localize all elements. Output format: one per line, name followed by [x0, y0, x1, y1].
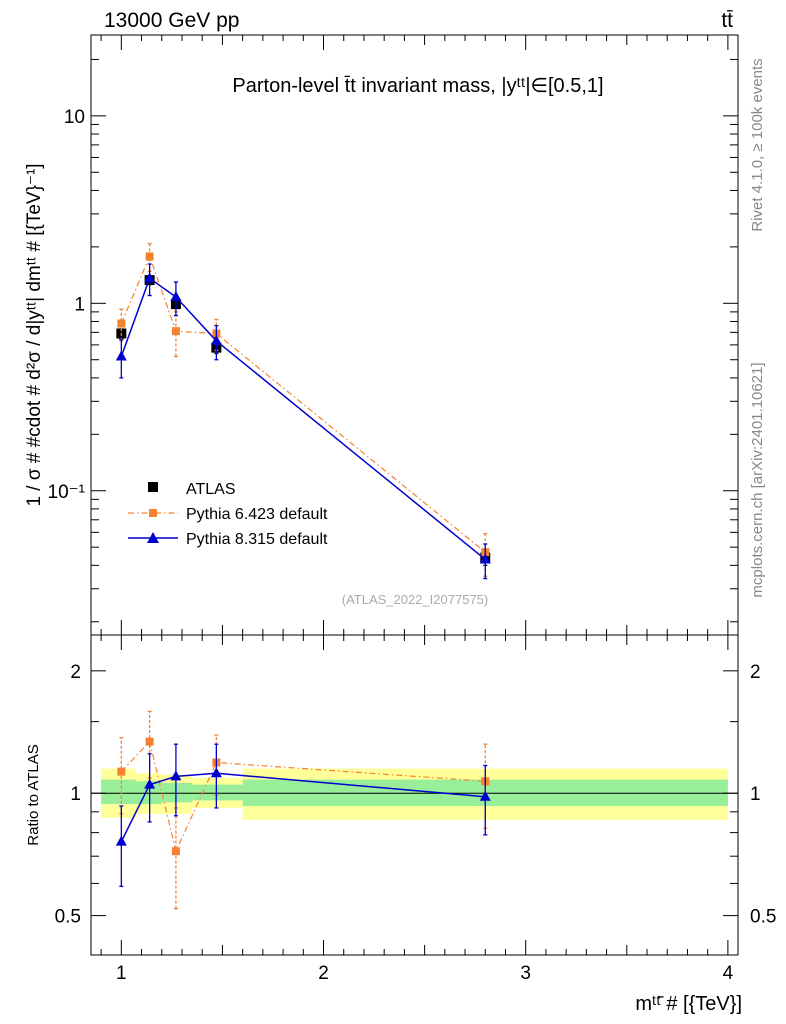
- main-point: [115, 350, 127, 361]
- main-point: [145, 252, 154, 261]
- ratio-point: [479, 790, 491, 801]
- ratio-y-tick-label: 0.5: [55, 907, 81, 928]
- ratio-series-pythia-8-315-default: [115, 743, 491, 888]
- ratio-band-stat: [192, 784, 243, 801]
- ratio-y-axis-label: Ratio to ATLAS: [25, 744, 42, 845]
- main-point: [479, 553, 491, 564]
- ratio-y-tick-label: 2: [70, 662, 81, 683]
- ratio-y-tick-label-right: 2: [750, 662, 761, 683]
- ratio-point: [145, 737, 154, 746]
- main-series-pythia-8-315-default: [115, 263, 491, 580]
- rivet-version-label: Rivet 4.1.0, ≥ 100k events: [749, 58, 766, 231]
- legend-marker-atlas: [148, 482, 158, 492]
- main-series-pythia-6-423-default: [117, 243, 490, 577]
- main-y-tick-label: 1: [74, 294, 85, 315]
- main-y-tick-label: 10⁻¹: [48, 482, 86, 503]
- energy-label: 13000 GeV pp: [104, 9, 239, 32]
- main-point: [171, 327, 180, 336]
- main-y-tick-label: 10: [64, 107, 85, 128]
- ratio-point: [144, 778, 156, 789]
- ratio-y-tick-label-right: 0.5: [750, 907, 776, 928]
- main-point: [210, 334, 222, 345]
- ratio-series: [115, 710, 491, 910]
- x-axis-label: mᵗᵗ̄ # [{TeV}]: [635, 993, 742, 1015]
- legend-label-atlas: ATLAS: [186, 481, 236, 498]
- main-series: [115, 243, 491, 580]
- mcplots-label: mcplots.cern.ch [arXiv:2401.10621]: [749, 362, 766, 597]
- process-label: tt̄: [721, 9, 733, 32]
- chart-title: Parton-level t̄t invariant mass, |yᵗᵗ|∈[…: [232, 75, 603, 97]
- legend-marker-pythia6: [149, 509, 157, 517]
- ratio-band-stat: [161, 782, 193, 803]
- analysis-watermark: (ATLAS_2022_I2077575): [342, 592, 488, 607]
- x-tick-label: 1: [116, 963, 127, 984]
- main-y-axis-label: 1 / σ # #cdot # d²σ / d|yᵗᵗ| dmᵗᵗ # [{Te…: [24, 163, 45, 506]
- ratio-y-tick-label-right: 1: [750, 784, 761, 805]
- legend-label-pythia8: Pythia 8.315 default: [186, 531, 328, 548]
- ratio-plot-frame: [90, 634, 739, 956]
- main-point: [170, 291, 182, 302]
- ratio-point: [171, 847, 180, 856]
- ratio-point: [115, 835, 127, 846]
- legend-marker-pythia8: [147, 532, 159, 543]
- ratio-point: [117, 767, 126, 776]
- ratio-band-stat: [101, 779, 136, 805]
- x-tick-label: 4: [723, 963, 734, 984]
- main-point: [144, 272, 156, 283]
- legend-label-pythia6: Pythia 6.423 default: [186, 506, 328, 523]
- legend: ATLAS Pythia 6.423 default Pythia 8.315 …: [128, 481, 328, 548]
- ratio-y-tick-label: 1: [70, 784, 81, 805]
- main-axes: 10⁻¹ 1 10: [48, 35, 738, 635]
- ratio-point: [170, 770, 182, 781]
- ratio-point: [210, 767, 222, 778]
- x-tick-label: 3: [520, 963, 531, 984]
- main-point: [117, 319, 126, 328]
- x-tick-label: 2: [318, 963, 329, 984]
